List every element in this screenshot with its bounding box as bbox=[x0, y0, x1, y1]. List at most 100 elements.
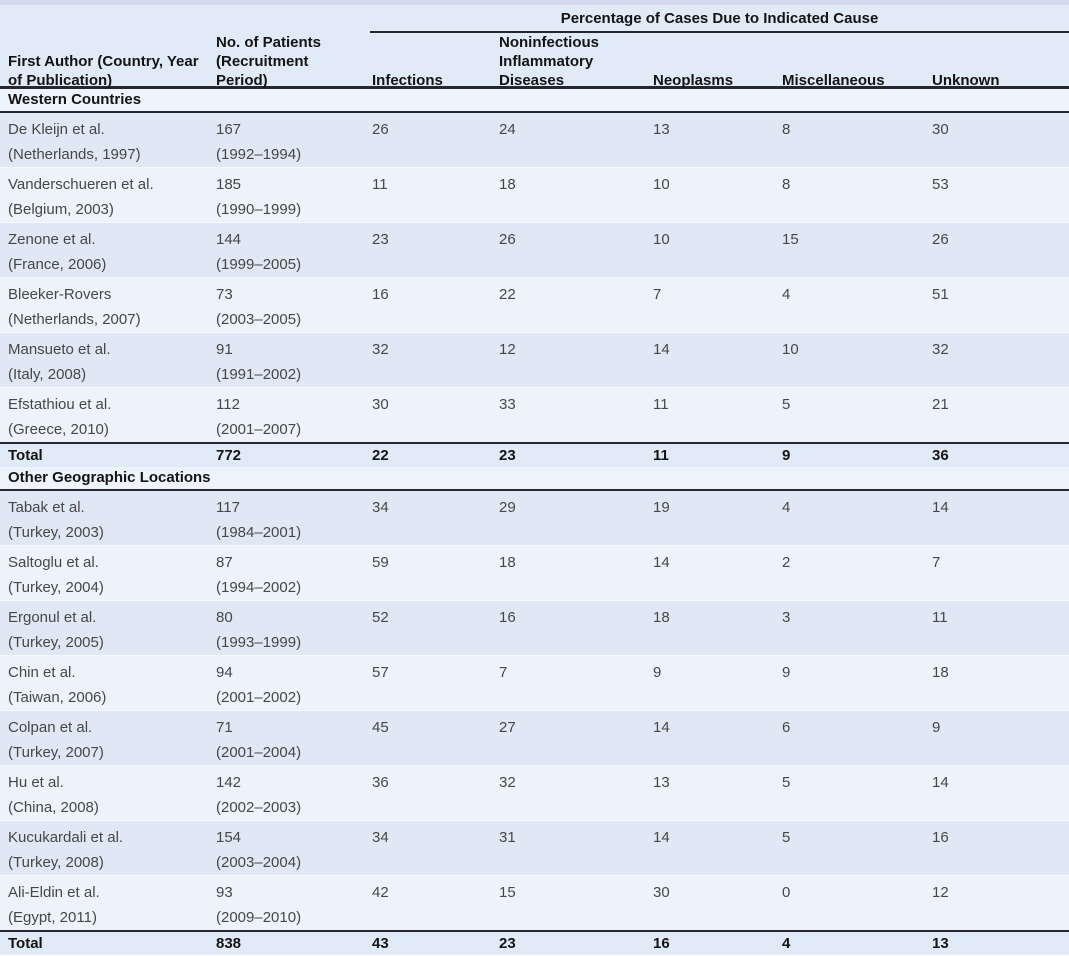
span-header-percentage: Percentage of Cases Due to Indicated Cau… bbox=[560, 10, 879, 27]
neoplasms-value: 30 bbox=[653, 884, 670, 901]
author-place: (Turkey, 2008) bbox=[8, 854, 104, 871]
patient-count: 93 bbox=[216, 884, 233, 901]
niid-value: 32 bbox=[499, 774, 516, 791]
author-place: (Italy, 2008) bbox=[8, 366, 87, 383]
patients-cell: 71 (2001–2004) bbox=[215, 711, 370, 765]
table-row: Kucukardali et al. (Turkey, 2008) 154 (2003… bbox=[0, 820, 1069, 875]
table-body: Western Countries De Kleijn et al. (Nether… bbox=[0, 89, 1069, 955]
patients-cell: 167 (1992–1994) bbox=[215, 113, 370, 167]
recruitment-period: (2009–2010) bbox=[216, 909, 302, 926]
unknown-value: 53 bbox=[932, 176, 949, 193]
infections-value: 34 bbox=[372, 499, 389, 516]
col-header-miscellaneous: Miscellaneous bbox=[782, 72, 885, 89]
author-name: Bleeker-Rovers bbox=[8, 286, 112, 303]
table-row: Ergonul et al. (Turkey, 2005) 80 (1993–1999… bbox=[0, 600, 1069, 655]
niid-value: 18 bbox=[499, 176, 516, 193]
author-cell: Zenone et al. (France, 2006) bbox=[0, 223, 215, 277]
miscellaneous-value: 5 bbox=[782, 829, 791, 846]
infections-value: 42 bbox=[372, 884, 389, 901]
author-name: Tabak et al. bbox=[8, 499, 85, 516]
table-row: Mansueto et al. (Italy, 2008) 91 (1991–2002… bbox=[0, 332, 1069, 387]
infections-value: 52 bbox=[372, 609, 389, 626]
patient-count: 185 bbox=[216, 176, 242, 193]
infections-value: 11 bbox=[372, 176, 388, 193]
miscellaneous-value: 6 bbox=[782, 719, 791, 736]
author-place: (Belgium, 2003) bbox=[8, 201, 114, 218]
patients-cell: 112 (2001–2007) bbox=[215, 388, 370, 442]
infections-value: 45 bbox=[372, 719, 389, 736]
author-cell: De Kleijn et al. (Netherlands, 1997) bbox=[0, 113, 215, 167]
author-cell: Colpan et al. (Turkey, 2007) bbox=[0, 711, 215, 765]
total-label: Total bbox=[8, 935, 43, 952]
recruitment-period: (2003–2005) bbox=[216, 311, 302, 328]
section-header: Western Countries bbox=[0, 89, 1069, 113]
unknown-value: 30 bbox=[932, 121, 949, 138]
table-row: Efstathiou et al. (Greece, 2010) 112 (2001–… bbox=[0, 387, 1069, 442]
table-row: De Kleijn et al. (Netherlands, 1997) 167 (1… bbox=[0, 113, 1069, 167]
miscellaneous-value: 4 bbox=[782, 499, 791, 516]
recruitment-period: (2002–2003) bbox=[216, 799, 302, 816]
neoplasms-value: 14 bbox=[653, 554, 670, 571]
recruitment-period: (2001–2002) bbox=[216, 689, 302, 706]
niid-value: 31 bbox=[499, 829, 516, 846]
patients-cell: 94 (2001–2002) bbox=[215, 656, 370, 710]
patients-cell: 142 (2002–2003) bbox=[215, 766, 370, 820]
recruitment-period: (1991–2002) bbox=[216, 366, 302, 383]
infections-value: 16 bbox=[372, 286, 389, 303]
author-cell: Ali-Eldin et al. (Egypt, 2011) bbox=[0, 876, 215, 930]
neoplasms-value: 10 bbox=[653, 231, 670, 248]
author-place: (Netherlands, 2007) bbox=[8, 311, 141, 328]
infections-value: 57 bbox=[372, 664, 389, 681]
patients-cell: 154 (2003–2004) bbox=[215, 821, 370, 875]
recruitment-period: (1994–2002) bbox=[216, 579, 302, 596]
author-name: Saltoglu et al. bbox=[8, 554, 99, 571]
patients-cell: 144 (1999–2005) bbox=[215, 223, 370, 277]
author-cell: Bleeker-Rovers (Netherlands, 2007) bbox=[0, 278, 215, 332]
recruitment-period: (1992–1994) bbox=[216, 146, 302, 163]
total-miscellaneous: 9 bbox=[782, 447, 791, 464]
author-place: (Egypt, 2011) bbox=[8, 909, 97, 926]
author-place: (Greece, 2010) bbox=[8, 421, 109, 438]
niid-value: 27 bbox=[499, 719, 516, 736]
patients-cell: 93 (2009–2010) bbox=[215, 876, 370, 930]
total-patients: 772 bbox=[216, 447, 242, 464]
miscellaneous-value: 8 bbox=[782, 176, 791, 193]
miscellaneous-value: 5 bbox=[782, 396, 791, 413]
author-name: Kucukardali et al. bbox=[8, 829, 124, 846]
total-label: Total bbox=[8, 447, 43, 464]
col-header-infections: Infections bbox=[372, 72, 443, 89]
neoplasms-value: 13 bbox=[653, 774, 670, 791]
author-place: (Turkey, 2005) bbox=[8, 634, 104, 651]
author-place: (China, 2008) bbox=[8, 799, 99, 816]
author-name: Chin et al. bbox=[8, 664, 76, 681]
author-place: (Netherlands, 1997) bbox=[8, 146, 141, 163]
niid-value: 7 bbox=[499, 664, 508, 681]
table-row: Saltoglu et al. (Turkey, 2004) 87 (1994–200… bbox=[0, 545, 1069, 600]
miscellaneous-value: 8 bbox=[782, 121, 791, 138]
patient-count: 154 bbox=[216, 829, 242, 846]
neoplasms-value: 7 bbox=[653, 286, 662, 303]
col-header-noninfectious-inflammatory: Noninfectious Inflammatory Diseases bbox=[499, 34, 599, 89]
recruitment-period: (1999–2005) bbox=[216, 256, 302, 273]
patient-count: 91 bbox=[216, 341, 233, 358]
patient-count: 94 bbox=[216, 664, 233, 681]
niid-value: 33 bbox=[499, 396, 516, 413]
unknown-value: 51 bbox=[932, 286, 949, 303]
recruitment-period: (1990–1999) bbox=[216, 201, 302, 218]
patient-count: 71 bbox=[216, 719, 233, 736]
patient-count: 80 bbox=[216, 609, 233, 626]
neoplasms-value: 14 bbox=[653, 719, 670, 736]
section-total-row: Total 772 22 23 11 9 36 bbox=[0, 442, 1069, 467]
infections-value: 30 bbox=[372, 396, 389, 413]
infections-value: 36 bbox=[372, 774, 389, 791]
recruitment-period: (2003–2004) bbox=[216, 854, 302, 871]
infections-value: 32 bbox=[372, 341, 389, 358]
neoplasms-value: 18 bbox=[653, 609, 670, 626]
col-header-unknown: Unknown bbox=[932, 72, 1000, 89]
table-row: Ali-Eldin et al. (Egypt, 2011) 93 (2009–201… bbox=[0, 875, 1069, 930]
span-header-rule bbox=[370, 31, 1069, 33]
author-cell: Saltoglu et al. (Turkey, 2004) bbox=[0, 546, 215, 600]
unknown-value: 7 bbox=[932, 554, 941, 571]
miscellaneous-value: 2 bbox=[782, 554, 791, 571]
